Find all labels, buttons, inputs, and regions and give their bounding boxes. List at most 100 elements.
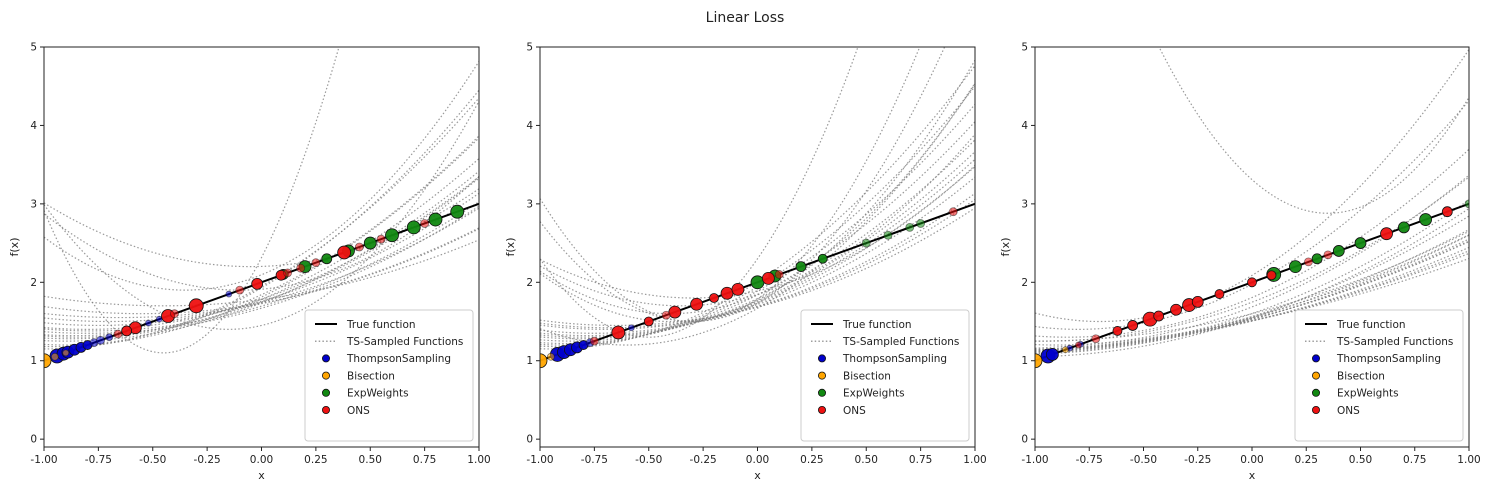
x-tick-label: 0.25 [1295,454,1318,466]
point-ons-5 [731,282,745,296]
ts-sampled-function-2 [44,135,479,338]
point-thompsonsampling-8 [96,335,105,345]
point-thompsonsampling-9 [105,333,114,342]
point-expweights-2 [1289,260,1302,274]
legend-entry-label: TS-Sampled Functions [346,336,463,348]
x-axis-label: x [258,469,265,482]
ts-sampled-function-17 [44,100,479,330]
point-expweights-4 [817,253,828,264]
point-expweights-7 [1419,213,1432,226]
point-ons-10 [1247,277,1257,288]
point-ons-2 [668,305,682,319]
x-tick-label: 0.25 [304,454,327,466]
point-bisection-2 [1061,346,1069,354]
x-tick-label: -0.50 [635,454,662,466]
subplot-3: -1.00 -0.75 -0.50 -0.25 0.00 0.25 0.50 0.75 1.00… [999,42,1481,483]
legend-entry-label: TS-Sampled Functions [842,336,959,348]
point-ons-9 [354,242,364,252]
legend-entry-label: ExpWeights [1337,388,1399,400]
y-tick-label: 0 [1021,434,1028,446]
point-expweights-3 [795,261,807,273]
x-tick-label: -0.75 [1076,454,1103,466]
point-expweights-3 [406,220,421,235]
point-ons-4 [1170,303,1182,316]
point-ons-13 [1441,206,1453,218]
ts-sampled-function-18 [44,61,479,291]
legend-handle-expweights [321,388,330,397]
point-ons-15 [296,263,306,273]
x-tick-label: 0.50 [359,454,382,466]
y-tick-label: 3 [526,198,533,210]
point-ons-12 [948,207,958,217]
y-tick-label: 3 [1021,198,1028,210]
point-ons-4 [720,286,734,300]
point-thompsonsampling-10 [144,319,152,327]
ts-sampled-function-14 [540,47,946,323]
point-expweights-8 [1464,199,1469,209]
ts-sampled-function-12 [44,158,479,340]
plot-area [44,47,479,369]
ts-sampled-function-6 [44,239,479,307]
legend-handle-ons [818,405,827,414]
ts-sampled-function-14 [44,227,479,319]
point-expweights-6 [1398,221,1410,234]
legend-handle-thompsonsampling [1312,354,1321,363]
legend-entry-label: True function [842,319,912,331]
point-ons-7 [1112,326,1123,336]
legend-entry-label: True function [346,319,416,331]
ts-sampled-function-2 [540,103,975,346]
x-tick-label: 0.75 [413,454,436,466]
x-tick-label: -1.00 [30,454,57,466]
y-tick-label: 2 [30,277,37,289]
point-thompsonsampling-2 [1045,348,1059,361]
point-ons-11 [1266,270,1277,281]
legend: True function TS-Sampled Functions Thompso… [1294,309,1464,442]
figure-title: Linear Loss [706,10,785,26]
x-tick-label: -1.00 [1021,454,1048,466]
point-ons-14 [420,219,430,228]
legend-entry-label: Bisection [347,370,395,382]
ts-sampled-function-3 [540,139,975,342]
point-ons-9 [589,336,599,346]
legend-entry-label: Bisection [843,370,891,382]
point-ons-12 [1380,227,1393,241]
point-ons-1 [611,325,626,340]
y-tick-label: 1 [1021,355,1028,367]
legend-entry-label: ThompsonSampling [346,353,451,365]
ts-sampled-function-18 [540,164,975,299]
ts-sampled-function-4 [44,207,479,323]
x-axis-label: x [754,469,761,482]
legend-handle-bisection [1312,371,1321,380]
x-tick-label: 0.75 [909,454,932,466]
x-tick-label: -0.50 [139,454,166,466]
x-tick-label: 0.50 [855,454,878,466]
legend-handle-ons [321,405,330,414]
x-tick-label: -0.75 [581,454,608,466]
point-bisection-1 [540,353,548,369]
point-ons-8 [337,245,352,260]
point-ons-16 [1323,250,1333,260]
ts-sampled-function-20 [44,188,479,268]
point-expweights-4 [1332,245,1345,257]
ts-sampled-function-15 [540,59,975,323]
point-ons-8 [1091,334,1101,344]
point-ons-16 [170,309,179,319]
point-expweights-7 [321,253,333,265]
ts-sampled-function-17 [1035,49,1469,323]
point-ons-13 [376,234,386,244]
legend-handle-thompsonsampling [321,354,330,363]
point-ons-7 [283,268,293,278]
y-tick-label: 4 [526,120,533,132]
point-ons-1 [188,298,204,314]
legend-handle-bisection [321,371,330,380]
subplot-2: -1.00 -0.75 -0.50 -0.25 0.00 0.25 0.50 0.75 1.00… [504,42,987,483]
x-tick-label: -1.00 [526,454,553,466]
y-tick-label: 0 [30,434,37,446]
y-tick-label: 1 [30,355,37,367]
y-tick-label: 1 [526,355,533,367]
ts-sampled-function-20 [540,47,859,338]
ts-sampled-function-12 [1035,215,1469,355]
legend-handle-thompsonsampling [818,354,827,363]
point-ons-10 [311,258,321,268]
